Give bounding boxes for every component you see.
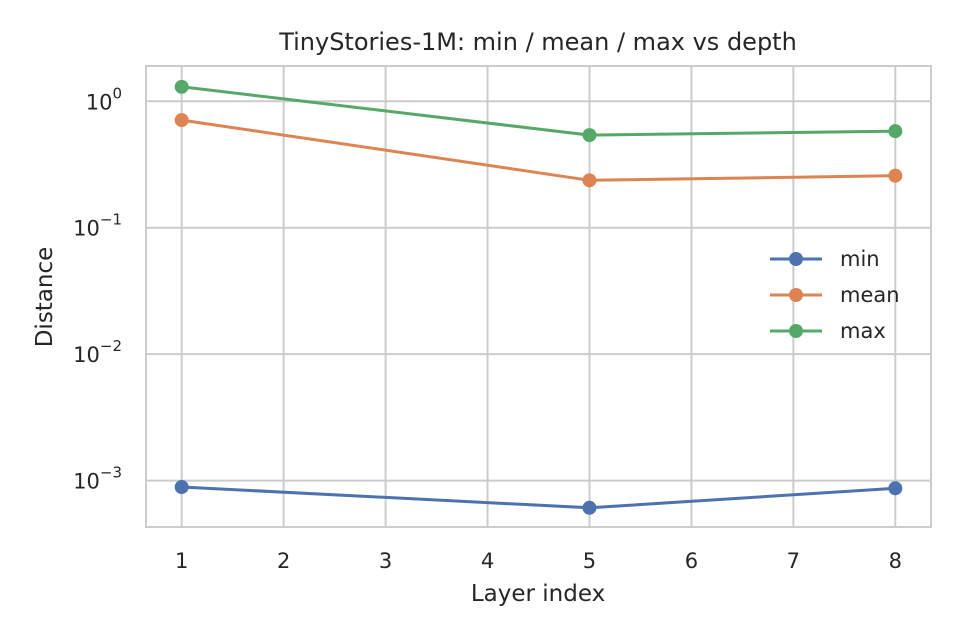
x-tick-label: 6 <box>685 549 698 573</box>
legend: min mean max <box>770 247 900 343</box>
legend-label-mean: mean <box>840 283 900 307</box>
legend-marker-max <box>789 324 803 338</box>
x-tick-label: 2 <box>277 549 290 573</box>
y-tick-label: 10−3 <box>73 464 122 494</box>
x-tick-label: 5 <box>583 549 596 573</box>
x-tick-label: 3 <box>379 549 392 573</box>
x-tick-label: 7 <box>787 549 800 573</box>
y-axis-title: Distance <box>32 247 58 348</box>
y-tick-label: 10−2 <box>73 337 122 367</box>
x-tick-label: 8 <box>889 549 902 573</box>
data-point-mean <box>888 168 903 183</box>
data-point-min <box>174 480 189 495</box>
y-tick-label: 10−1 <box>73 211 122 241</box>
data-point-max <box>174 79 189 94</box>
data-point-max <box>888 124 903 139</box>
data-point-mean <box>174 113 189 128</box>
legend-marker-min <box>789 252 803 266</box>
data-point-max <box>582 128 597 143</box>
x-tick-label: 4 <box>481 549 494 573</box>
y-tick-labels: 10−3 10−2 10−1 100 <box>73 84 122 493</box>
legend-label-min: min <box>840 247 880 271</box>
x-tick-label: 1 <box>175 549 188 573</box>
data-point-min <box>888 481 903 496</box>
legend-marker-mean <box>789 288 803 302</box>
data-point-mean <box>582 173 597 188</box>
chart-title: TinyStories-1M: min / mean / max vs dept… <box>278 28 797 56</box>
data-point-min <box>582 500 597 515</box>
legend-label-max: max <box>840 319 886 343</box>
y-tick-label: 100 <box>86 84 122 114</box>
plot-frame <box>145 65 932 528</box>
x-axis-title: Layer index <box>471 581 605 607</box>
x-tick-labels: 1 2 3 4 5 6 7 8 <box>175 549 902 573</box>
series-group <box>174 79 903 515</box>
